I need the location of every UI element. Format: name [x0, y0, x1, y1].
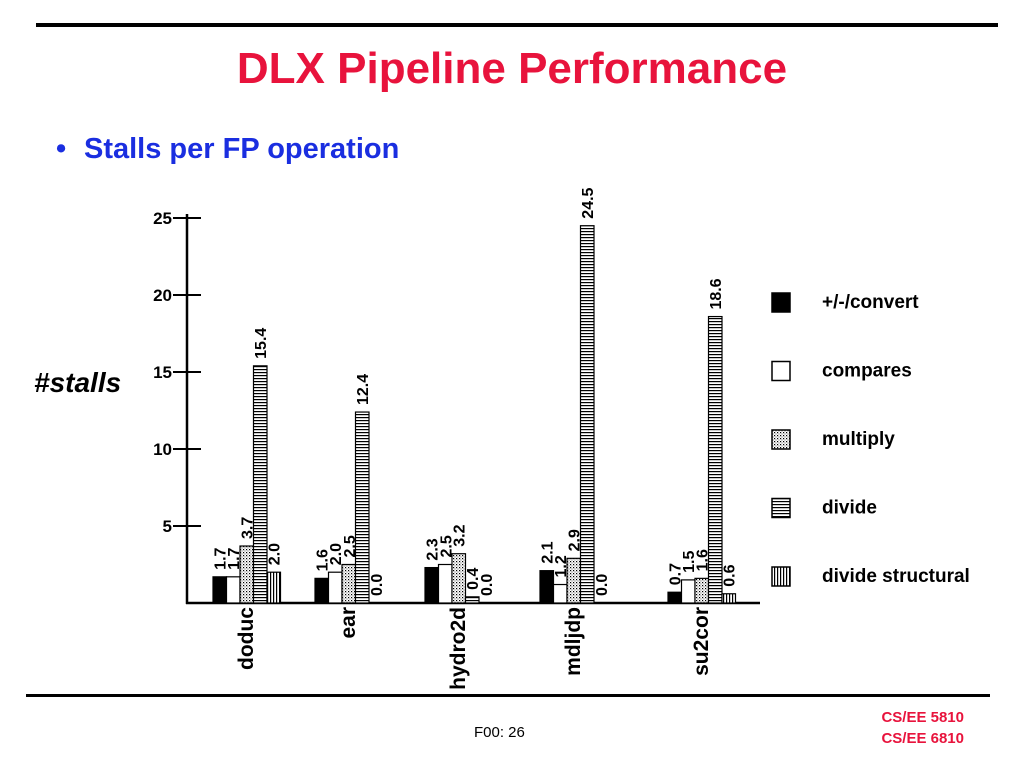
value-label: 0.0	[479, 574, 496, 596]
bar-hydro2d-2	[451, 553, 467, 604]
value-label: 0.6	[722, 564, 739, 586]
y-tick-label: 5	[163, 517, 172, 536]
y-tick-label: 15	[153, 363, 172, 382]
category-label: mdljdp	[562, 607, 585, 676]
bar-ear-3	[354, 411, 370, 604]
bullet-line: • Stalls per FP operation	[56, 133, 399, 166]
bar-mdljdp-3	[579, 225, 595, 604]
bar-doduc-0	[212, 576, 228, 604]
value-label: 18.6	[708, 278, 725, 309]
value-label: 3.7	[240, 517, 257, 539]
bar-mdljdp-0	[539, 570, 555, 604]
bar-hydro2d-1	[437, 563, 453, 604]
bars	[212, 225, 737, 604]
value-label: 2.0	[328, 543, 345, 565]
value-label: 24.5	[580, 187, 597, 218]
bar-doduc-1	[225, 576, 241, 604]
value-label: 1.7	[226, 547, 243, 569]
value-label: 2.0	[267, 543, 284, 565]
value-labels: 1.71.73.715.42.0doduc1.62.02.512.40.0ear…	[213, 187, 739, 689]
value-label: 3.2	[452, 524, 469, 546]
y-tick-label: 25	[153, 209, 172, 228]
category-label: su2cor	[690, 607, 713, 676]
value-label: 15.4	[253, 328, 270, 359]
course-line-1: CS/EE 5810	[881, 709, 964, 726]
bar-doduc-4	[266, 571, 282, 604]
value-label: 1.7	[213, 547, 230, 569]
y-tick-label: 10	[153, 440, 172, 459]
value-label: 12.4	[355, 374, 372, 405]
bar-doduc-3	[252, 365, 268, 604]
bottom-rule	[26, 694, 990, 697]
category-label: doduc	[235, 607, 258, 670]
value-label: 0.0	[594, 574, 611, 596]
bar-su2cor-2	[694, 577, 710, 604]
course-line-2: CS/EE 6810	[881, 730, 964, 747]
bar-hydro2d-0	[424, 566, 440, 604]
value-label: 1.6	[695, 549, 712, 571]
legend-swatch-empty	[771, 360, 791, 382]
value-label: 2.5	[438, 535, 455, 557]
slide-title: DLX Pipeline Performance	[236, 44, 788, 93]
page-label: F00: 26	[474, 724, 525, 741]
legend-swatch-vlines	[771, 566, 791, 587]
bullet-marker: •	[56, 133, 67, 165]
legend-swatch-dots	[771, 429, 791, 450]
course-label: CS/EE 5810 CS/EE 6810	[881, 707, 964, 749]
bar-su2cor-3	[707, 315, 723, 604]
legend-swatch-hlines	[771, 497, 791, 519]
bar-ear-0	[314, 577, 330, 604]
value-label: 2.5	[342, 535, 359, 557]
bar-su2cor-4	[721, 593, 737, 604]
legend-label: compares	[822, 361, 912, 382]
value-label: 2.9	[567, 529, 584, 551]
value-label: 1.2	[553, 555, 570, 577]
value-label: 2.1	[540, 541, 557, 563]
category-label: hydro2d	[447, 607, 470, 690]
bar-ear-2	[341, 563, 357, 604]
bar-ear-1	[327, 571, 343, 604]
legend-label: +/-/convert	[822, 292, 919, 313]
legend: +/-/convert compares multiply divide divide …	[771, 292, 970, 587]
value-label: 1.5	[681, 551, 698, 573]
bar-su2cor-0	[667, 591, 683, 604]
legend-label: divide	[822, 498, 877, 519]
value-label: 2.3	[425, 538, 442, 560]
y-tick-label: 20	[153, 286, 172, 305]
value-label: 1.6	[315, 549, 332, 571]
legend-label: multiply	[822, 429, 895, 450]
bar-mdljdp-1	[552, 583, 568, 604]
y-axis-label: #stalls	[34, 367, 122, 398]
value-label: 0.7	[668, 563, 685, 585]
bar-hydro2d-3	[464, 596, 480, 604]
legend-swatch-solid	[771, 292, 791, 313]
legend-label: divide structural	[822, 566, 970, 587]
value-label: 0.0	[369, 574, 386, 596]
category-label: ear	[337, 607, 360, 639]
value-label: 0.4	[465, 567, 482, 589]
bullet-text: Stalls per FP operation	[84, 133, 400, 165]
top-rule	[36, 23, 998, 27]
